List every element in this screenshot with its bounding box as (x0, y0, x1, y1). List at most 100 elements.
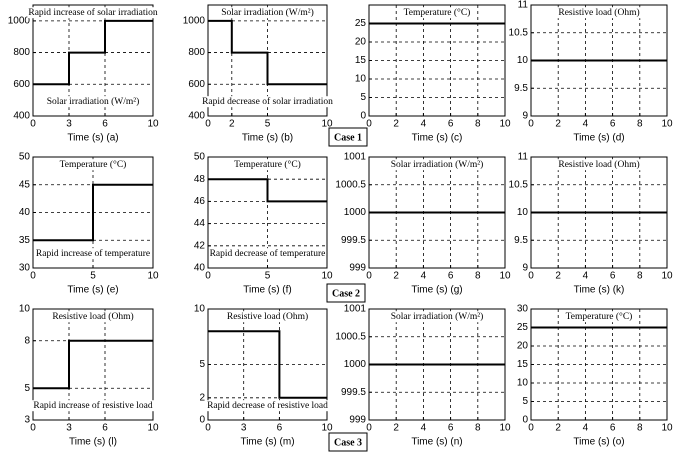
x-tick-label: 8 (475, 423, 481, 434)
axes-frame (32, 156, 154, 269)
x-tick-label: 4 (583, 271, 589, 282)
annotation-bg (201, 96, 335, 108)
annotation-bg (557, 159, 641, 171)
y-tick-label: 40 (194, 263, 206, 274)
annotation: Resistive load (Ohm) (558, 7, 639, 18)
y-tick-label: 5 (199, 359, 205, 370)
y-tick-label: 8 (24, 335, 30, 346)
x-tick-label: 2 (555, 271, 561, 282)
x-tick-label: 4 (583, 119, 589, 130)
y-tick-label: 3 (24, 415, 30, 426)
x-tick-label: 10 (321, 423, 333, 434)
x-axis-label: Time (s) (m) (240, 437, 294, 448)
case-label-1: Case 1 (328, 127, 368, 147)
x-tick-label: 8 (637, 271, 643, 282)
y-tick-label: 15 (517, 359, 529, 370)
y-tick-label: 25 (517, 322, 529, 333)
y-tick-label: 46 (194, 196, 206, 207)
y-tick-label: 40 (19, 207, 31, 218)
x-tick-label: 5 (90, 271, 96, 282)
annotation: Rapid decrease of solar irradiation (202, 96, 333, 107)
case-box (326, 283, 366, 303)
annotation-bg (27, 7, 159, 19)
y-tick-label: 999.5 (341, 235, 366, 246)
data-line (33, 19, 153, 86)
x-tick-label: 2 (393, 271, 399, 282)
y-tick-label: 45 (19, 179, 31, 190)
y-tick-label: 10 (517, 207, 529, 218)
x-tick-label: 0 (366, 271, 372, 282)
annotation-bg (51, 311, 135, 323)
subplot: 400 600 800 1000 0 2 5 10 Time (s) (b) Solar irra… (183, 4, 335, 144)
axes-frame (368, 4, 506, 117)
x-tick-label: 0 (30, 271, 36, 282)
y-tick-label: 999 (349, 263, 366, 274)
y-tick-label: 10.5 (509, 179, 529, 190)
annotation-bg (208, 248, 327, 260)
x-tick-label: 10 (661, 119, 673, 130)
y-tick-label: 9.5 (514, 235, 528, 246)
subplot: 9 9.5 10 10.5 11 0 2 4 6 8 10 Time (s) (d) Resistive… (509, 0, 673, 144)
annotation: Rapid increase of resistive load (33, 400, 152, 411)
x-tick-label: 10 (499, 119, 511, 130)
y-tick-label: 0 (522, 415, 528, 426)
subplot: 0 5 10 15 20 25 30 0 2 4 6 8 10 Time (s) (o) Temperatu… (517, 304, 673, 448)
y-tick-label: 400 (13, 111, 30, 122)
x-tick-label: 2 (393, 423, 399, 434)
subplot: 30 35 40 45 50 0 5 10 Time (s) (e) Temperature (°… (19, 152, 159, 296)
subplot: 999 999.5 1000 1000.5 1001 0 2 4 6 8 10 Time (s) (g… (335, 152, 511, 296)
x-tick-label: 3 (66, 423, 72, 434)
x-axis-label: Time (s) (a) (67, 133, 118, 144)
annotation-bg (557, 7, 641, 19)
subplot: 40 42 44 46 48 50 0 5 10 Time (s) (f) Temperature … (194, 152, 333, 296)
annotation: Temperature (°C) (404, 7, 471, 18)
case-text: Case 1 (334, 132, 362, 143)
x-tick-label: 10 (661, 423, 673, 434)
y-tick-label: 0 (199, 415, 205, 426)
x-tick-label: 2 (555, 119, 561, 130)
y-tick-label: 999 (349, 415, 366, 426)
annotation-bg (32, 400, 154, 412)
y-tick-label: 42 (194, 240, 206, 251)
axes-frame (207, 308, 328, 421)
y-tick-label: 11 (518, 152, 529, 163)
y-tick-label: 0 (360, 111, 366, 122)
y-tick-label: 10 (517, 55, 529, 66)
y-tick-label: 30 (19, 263, 31, 274)
x-tick-label: 10 (499, 423, 511, 434)
subplot: 999 999.5 1000 1000.5 1001 0 2 4 6 8 10 Time (s) (n… (335, 304, 511, 448)
y-tick-label: 15 (355, 55, 367, 66)
x-tick-label: 0 (30, 423, 36, 434)
axes-frame (32, 308, 154, 421)
y-tick-label: 9.5 (514, 83, 528, 94)
x-tick-label: 4 (421, 423, 427, 434)
x-axis-label: Time (s) (n) (411, 437, 462, 448)
annotation-bg (233, 159, 302, 171)
x-axis-label: Time (s) (d) (573, 133, 624, 144)
annotation: Rapid increase of solar irradiation (28, 7, 158, 18)
y-tick-label: 10 (19, 304, 31, 315)
x-tick-label: 3 (241, 423, 247, 434)
x-tick-label: 0 (205, 271, 211, 282)
case-label-3: Case 3 (328, 432, 368, 452)
case-text: Case 2 (332, 288, 360, 299)
x-tick-label: 6 (102, 119, 108, 130)
x-tick-label: 8 (637, 119, 643, 130)
x-tick-label: 10 (147, 423, 159, 434)
annotation-bg (402, 7, 472, 19)
y-tick-label: 20 (355, 37, 367, 48)
x-tick-label: 0 (528, 271, 534, 282)
annotation: Solar irradiation (W/m²) (391, 159, 484, 170)
y-tick-label: 2 (199, 392, 205, 403)
annotation-bg (206, 400, 330, 412)
y-tick-label: 44 (194, 218, 206, 229)
annotation: Rapid decrease of resistive load (207, 400, 328, 411)
x-axis-label: Time (s) (f) (243, 285, 292, 296)
y-tick-label: 30 (517, 304, 529, 315)
annotation: Temperature (°C) (566, 311, 633, 322)
x-tick-label: 6 (448, 271, 454, 282)
x-tick-label: 10 (147, 119, 159, 130)
axes-frame (207, 156, 328, 269)
x-tick-label: 8 (475, 271, 481, 282)
